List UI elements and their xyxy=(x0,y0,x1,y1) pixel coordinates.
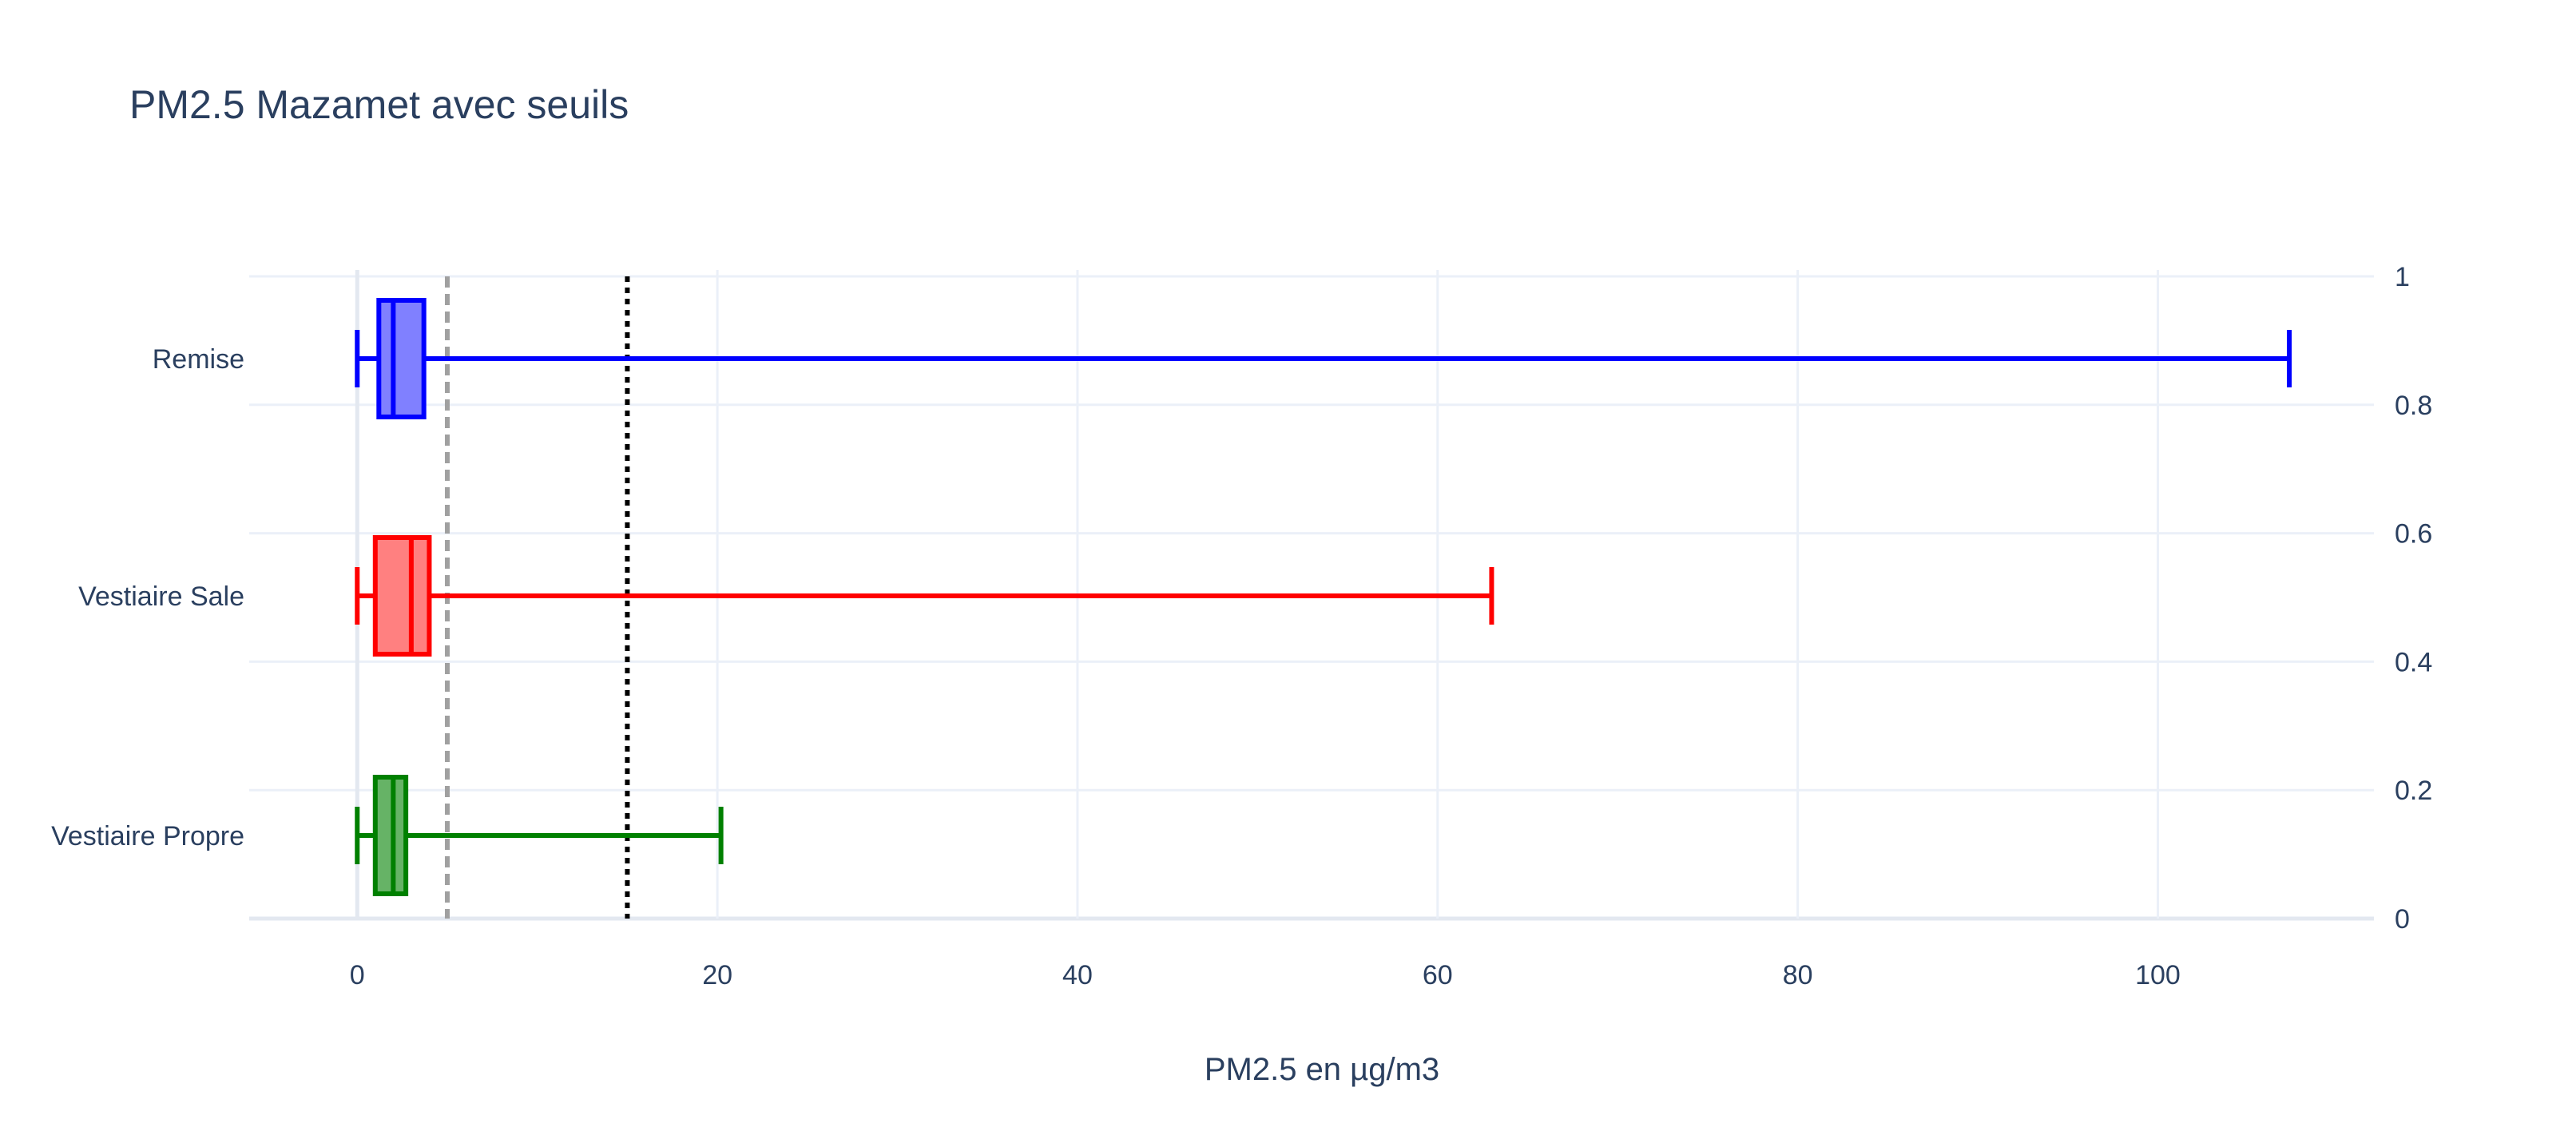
x-tick-label: 40 xyxy=(1062,960,1093,990)
y2-tick-label: 0.6 xyxy=(2395,519,2432,550)
y2-tick-label: 0.8 xyxy=(2395,391,2432,421)
iqr-box xyxy=(376,298,427,419)
y2-tick-label: 0 xyxy=(2395,904,2410,935)
x-tick-label: 60 xyxy=(1423,960,1453,990)
box-plot xyxy=(355,535,1494,657)
x-tick-label: 0 xyxy=(350,960,365,990)
category-label: Remise xyxy=(153,344,244,375)
y2-tick-label: 1 xyxy=(2395,262,2410,292)
y2-tick-label: 0.2 xyxy=(2395,776,2432,806)
grid-layer xyxy=(249,270,2374,921)
iqr-box xyxy=(372,775,409,896)
iqr-box xyxy=(372,535,432,657)
box-layer xyxy=(355,298,2292,896)
box-plot xyxy=(355,775,724,896)
y2-tick-label: 0.4 xyxy=(2395,647,2432,677)
x-tick-label: 80 xyxy=(1783,960,1813,990)
chart-title: PM2.5 Mazamet avec seuils xyxy=(129,82,629,127)
x-tick-label: 20 xyxy=(702,960,732,990)
category-label: Vestiaire Propre xyxy=(51,821,244,851)
x-tick-label: 100 xyxy=(2135,960,2181,990)
box-plot xyxy=(355,298,2292,419)
category-label: Vestiaire Sale xyxy=(78,581,244,612)
label-layer: 0 0.2 0.4 0.6 0.8 1 0 20 40 60 80 100 Vestiaire Prop… xyxy=(51,262,2432,990)
x-axis-title: PM2.5 en µg/m3 xyxy=(1205,1052,1439,1087)
